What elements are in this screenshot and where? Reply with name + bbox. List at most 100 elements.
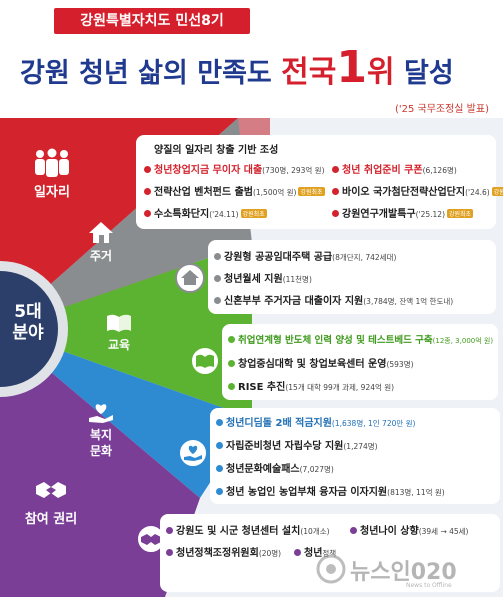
jobs-item-detail: ('24.11) xyxy=(209,210,239,219)
headline-part1: 강원 청년 삶의 만족도 xyxy=(20,58,282,89)
welfare-item-detail: (7,027명) xyxy=(299,465,334,474)
housing-item-title: 청년월세 지원 xyxy=(224,274,283,285)
sector-label-housing: 주거 xyxy=(89,249,113,263)
sector-label-welfare: 복지 문화 xyxy=(89,428,113,458)
education-item-detail: (593명) xyxy=(386,360,414,369)
jobs-item-detail: (1,500억 원) xyxy=(252,188,297,197)
jobs-item-tag: 강원최초 xyxy=(240,209,267,218)
participation-item: 청년정책 xyxy=(294,544,336,559)
sector-label-participation: 참여 권리 xyxy=(24,512,78,527)
participation-item-title: 청년나이 상향 xyxy=(360,526,419,537)
housing-item-title: 신혼부부 주거자금 대출이자 지원 xyxy=(224,296,364,307)
handshake-icon xyxy=(141,534,161,545)
education-panel: 취업연계형 반도체 인력 양성 및 테스트베드 구축(12종, 3,000억 원… xyxy=(222,324,498,400)
participation-item-title: 강원도 및 시군 청년센터 설치 xyxy=(176,526,301,537)
welfare-badge xyxy=(178,438,208,468)
welfare-item-title: 청년디딤돌 2배 적금지원 xyxy=(226,418,332,429)
education-item-detail: (12종, 3,000억 원) xyxy=(432,337,494,345)
jobs-item-tag: 강원최초 xyxy=(447,209,474,218)
welfare-item: 청년 농업인 농업부채 융자금 이자지원(813명, 11억 원) xyxy=(216,483,445,498)
education-badge xyxy=(190,346,220,376)
participation-item: 청년나이 상향(39세 → 45세) xyxy=(350,522,468,537)
education-item: 창업중심대학 및 창업보육센터 운영(593명) xyxy=(228,355,414,370)
jobs-item-title: 바이오 국가첨단전략산업단지 xyxy=(342,187,466,198)
participation-item-detail: (39세 → 45세) xyxy=(418,527,469,536)
education-item-title: 취업연계형 반도체 인력 양성 및 테스트베드 구축 xyxy=(238,335,433,346)
housing-item-detail: (11천명) xyxy=(282,275,312,284)
book-icon xyxy=(106,313,132,333)
house-icon xyxy=(181,270,199,285)
jobs-item-title: 청년창업지금 무이자 대출 xyxy=(154,165,263,176)
welfare-item-title: 자립준비청년 자립수당 지원 xyxy=(226,441,344,452)
center-label: 5대 분야 xyxy=(6,302,50,344)
jobs-item: 청년창업지금 무이자 대출(730명, 293억 원) xyxy=(144,161,325,176)
sector-label-jobs: 일자리 xyxy=(34,185,70,200)
education-item: 취업연계형 반도체 인력 양성 및 테스트베드 구축(12종, 3,000억 원… xyxy=(228,332,493,346)
housing-item-detail: (3,784명, 잔액 1억 한도내) xyxy=(363,297,454,306)
welfare-item-title: 청년 농업인 농업부채 융자금 이자지원 xyxy=(226,487,388,498)
jobs-item: 강원연구개발특구('25.12) 강원최초 xyxy=(332,205,474,220)
source-note: ('25 국무조정실 발표) xyxy=(394,104,489,115)
welfare-item-detail: (1,638명, 1인 720만 원) xyxy=(331,419,416,428)
education-item-title: 창업중심대학 및 창업보육센터 운영 xyxy=(238,359,387,370)
welfare-item-title: 청년문화예술패스 xyxy=(226,464,300,475)
headline: 강원 청년 삶의 만족도 전국1위 달성 xyxy=(20,42,490,94)
sector-label-education: 교육 xyxy=(107,338,131,352)
jobs-item-detail: ('24.6) xyxy=(465,188,490,197)
jobs-item-title: 청년 취업준비 쿠폰 xyxy=(342,165,423,176)
education-item: RISE 추진(15개 대학 99개 과제, 924억 원) xyxy=(228,378,394,393)
headline-part4: 위 xyxy=(367,55,395,90)
jobs-item-title: 강원연구개발특구 xyxy=(342,209,416,220)
headline-part2: 전국 xyxy=(281,55,337,90)
participation-item-detail: (20명) xyxy=(258,549,282,558)
jobs-item-tag: 강원최초 xyxy=(491,187,503,196)
participation-item-detail: (10개소) xyxy=(300,527,330,536)
jobs-item: 바이오 국가첨단전략산업단지('24.6)강원최초 xyxy=(332,183,503,198)
welfare-panel: 청년디딤돌 2배 적금지원(1,638명, 1인 720만 원) 자립준비청년 … xyxy=(210,408,500,504)
jobs-item: 청년 취업준비 쿠폰(6,126명) xyxy=(332,161,457,176)
participation-item-detail: 정책 xyxy=(322,549,337,558)
jobs-heading: 양질의 일자리 창출 기반 조성 xyxy=(154,145,279,156)
jobs-item-detail: (730명, 293억 원) xyxy=(262,166,325,175)
jobs-item-detail: ('25.12) xyxy=(415,210,445,219)
participation-panel: 강원도 및 시군 청년센터 설치(10개소) 청년나이 상향(39세 → 45세… xyxy=(160,514,500,592)
housing-item: 청년월세 지원(11천명) xyxy=(214,270,312,285)
welfare-item: 청년문화예술패스(7,027명) xyxy=(216,460,334,475)
watermark-brand: 뉴스인020 xyxy=(350,560,457,585)
tagline-badge: 강원특별자치도 민선8기 xyxy=(54,8,250,34)
people-icon xyxy=(30,148,74,178)
jobs-item: 수소특화단지('24.11) 강원최초 xyxy=(144,205,267,220)
welfare-item: 청년디딤돌 2배 적금지원(1,638명, 1인 720만 원) xyxy=(216,414,415,429)
jobs-item: 전략산업 벤처펀드 출범(1,500억 원) 강원최초 xyxy=(144,183,325,198)
education-item-detail: (15개 대학 99개 과제, 924억 원) xyxy=(285,383,395,392)
center-disc xyxy=(0,271,58,387)
housing-item-detail: (8개단지, 742세대) xyxy=(332,253,397,262)
headline-rank-number: 1 xyxy=(336,42,367,93)
center-label-line1: 5대 xyxy=(14,302,42,322)
welfare-item: 자립준비청년 자립수당 지원(1,274명) xyxy=(216,437,378,452)
housing-item-title: 강원형 공공임대주택 공급 xyxy=(224,252,333,263)
jobs-panel: 양질의 일자리 창출 기반 조성 청년창업지금 무이자 대출(730명, 293… xyxy=(136,135,503,229)
participation-item-title: 청년정책조정위원회 xyxy=(176,548,259,559)
housing-item: 신혼부부 주거자금 대출이자 지원(3,784명, 잔액 1억 한도내) xyxy=(214,292,453,307)
welfare-item-detail: (813명, 11억 원) xyxy=(387,488,445,497)
housing-panel: 강원형 공공임대주택 공급(8개단지, 742세대) 청년월세 지원(11천명)… xyxy=(208,240,496,314)
headline-part5: 달성 xyxy=(394,58,454,89)
watermark-slogan: News to Offline xyxy=(406,582,452,589)
house-icon xyxy=(88,220,114,244)
jobs-item-title: 전략산업 벤처펀드 출범 xyxy=(154,187,253,198)
participation-item-title: 청년 xyxy=(304,548,323,559)
handshake-icon xyxy=(34,478,68,502)
housing-badge xyxy=(175,263,205,293)
jobs-item-tag: 강원최초 xyxy=(298,187,325,196)
center-label-line2: 분야 xyxy=(12,323,44,343)
participation-item: 청년정책조정위원회(20명) xyxy=(166,544,281,559)
heart-hand-icon xyxy=(184,445,202,461)
jobs-item-detail: (6,126명) xyxy=(422,166,457,175)
heart-hand-icon xyxy=(88,402,114,424)
watermark-logo-icon xyxy=(316,554,346,584)
watermark: 뉴스인020 News to Offline xyxy=(316,548,496,592)
participation-item: 강원도 및 시군 청년센터 설치(10개소) xyxy=(166,522,330,537)
jobs-item-title: 수소특화단지 xyxy=(154,209,210,220)
